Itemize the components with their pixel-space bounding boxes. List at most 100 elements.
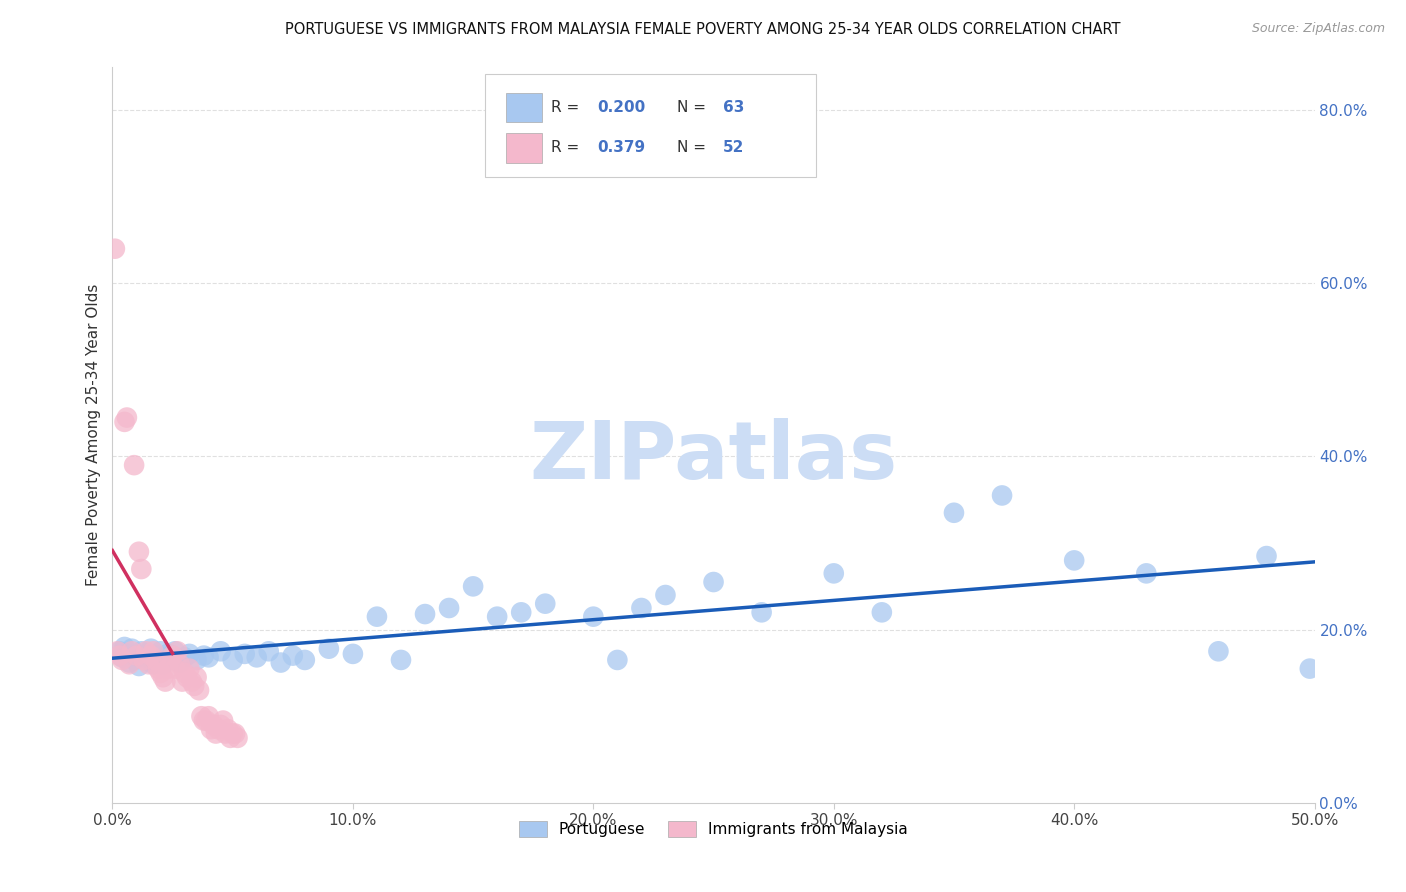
Point [207, 723, 229, 737]
Point [222, 726, 245, 740]
Point [233, 647, 256, 661]
Point [366, 609, 388, 624]
Text: N =: N = [678, 100, 711, 115]
Point [139, 641, 162, 656]
Point [281, 648, 304, 663]
Point [118, 656, 141, 670]
Point [108, 644, 131, 658]
Text: Source: ZipAtlas.com: Source: ZipAtlas.com [1251, 22, 1385, 36]
Point [125, 648, 148, 663]
Point [128, 545, 150, 559]
Point [121, 644, 143, 658]
Point [146, 653, 169, 667]
Point [135, 647, 157, 661]
Point [318, 641, 340, 656]
Point [114, 415, 136, 429]
Point [152, 657, 174, 672]
Point [606, 653, 628, 667]
FancyBboxPatch shape [485, 74, 815, 178]
Point [205, 726, 228, 740]
Point [149, 665, 172, 680]
Legend: Portuguese, Immigrants from Malaysia: Portuguese, Immigrants from Malaysia [513, 814, 914, 843]
Point [1256, 549, 1278, 563]
Point [115, 647, 138, 661]
Point [169, 657, 191, 672]
Point [942, 506, 965, 520]
Point [155, 650, 177, 665]
Y-axis label: Female Poverty Among 25-34 Year Olds: Female Poverty Among 25-34 Year Olds [86, 284, 101, 586]
Point [186, 653, 208, 667]
Text: R =: R = [551, 140, 585, 155]
Text: ZIPatlas: ZIPatlas [530, 418, 897, 496]
Point [193, 648, 215, 663]
Point [149, 644, 172, 658]
Point [115, 410, 138, 425]
Point [212, 714, 235, 728]
Point [173, 665, 195, 680]
Point [222, 653, 245, 667]
Point [630, 601, 652, 615]
Point [197, 650, 219, 665]
Point [173, 650, 195, 665]
Point [166, 644, 188, 658]
Point [870, 605, 893, 619]
Point [183, 679, 205, 693]
Point [179, 662, 201, 676]
Point [654, 588, 676, 602]
Point [176, 670, 198, 684]
Point [169, 656, 191, 670]
Point [219, 731, 242, 745]
Point [142, 657, 165, 672]
Point [224, 726, 246, 740]
Point [139, 648, 162, 663]
Point [179, 647, 201, 661]
Point [172, 674, 194, 689]
Point [142, 644, 165, 658]
Point [132, 650, 155, 665]
Point [162, 648, 184, 663]
Text: N =: N = [678, 140, 711, 155]
Point [156, 662, 179, 676]
Point [703, 574, 725, 589]
Text: 0.200: 0.200 [598, 100, 645, 115]
Text: 0.379: 0.379 [598, 140, 645, 155]
Point [122, 458, 145, 472]
Point [294, 653, 316, 667]
Point [1299, 662, 1322, 676]
Point [135, 644, 157, 658]
Point [461, 579, 484, 593]
Point [163, 662, 186, 676]
Point [138, 653, 160, 667]
Point [197, 709, 219, 723]
Point [823, 566, 845, 581]
Point [486, 609, 509, 624]
Point [582, 609, 605, 624]
Text: PORTUGUESE VS IMMIGRANTS FROM MALAYSIA FEMALE POVERTY AMONG 25-34 YEAR OLDS CORR: PORTUGUESE VS IMMIGRANTS FROM MALAYSIA F… [285, 22, 1121, 37]
Point [138, 657, 160, 672]
Point [125, 648, 148, 663]
Point [131, 644, 153, 658]
Point [156, 647, 179, 661]
Point [186, 670, 208, 684]
Point [510, 605, 533, 619]
Point [104, 242, 127, 256]
Point [991, 488, 1014, 502]
Point [132, 653, 155, 667]
Point [159, 653, 181, 667]
Point [214, 726, 236, 740]
Point [257, 644, 280, 658]
Text: 63: 63 [723, 100, 745, 115]
Point [389, 653, 412, 667]
Point [108, 648, 131, 663]
Point [751, 605, 773, 619]
Point [111, 650, 134, 665]
Point [163, 644, 186, 658]
Point [217, 723, 239, 737]
Point [118, 657, 141, 672]
Point [146, 662, 169, 676]
Point [413, 607, 436, 621]
Point [105, 644, 128, 658]
Point [226, 731, 249, 745]
Point [193, 714, 215, 728]
Point [145, 648, 167, 663]
